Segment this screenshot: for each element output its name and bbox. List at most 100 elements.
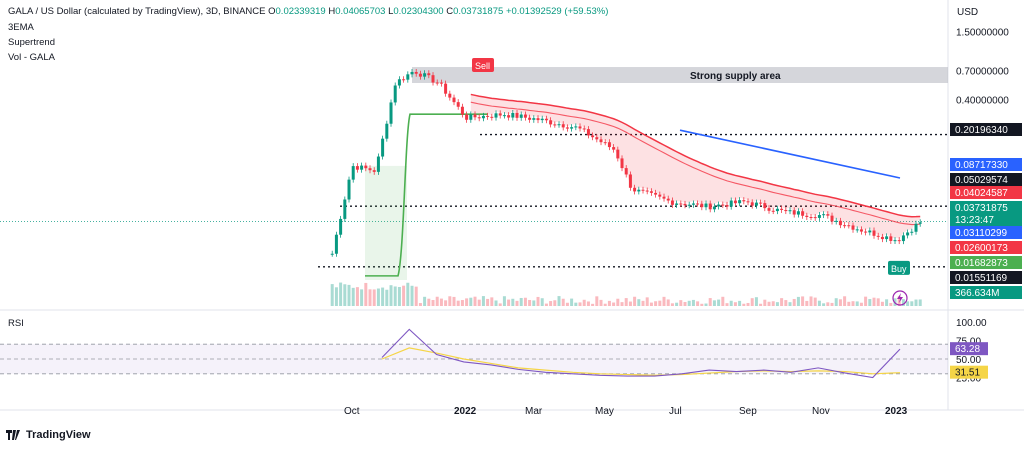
candle-body	[645, 190, 649, 192]
volume-bar	[536, 296, 540, 306]
candle-body	[553, 124, 557, 126]
chart-header: GALA / US Dollar (calculated by TradingV…	[8, 6, 608, 17]
volume-bar	[662, 296, 666, 306]
price-label-bg-6	[950, 226, 1022, 239]
rsi-y-tick-3: 25.00	[956, 374, 981, 385]
price-label-bg-7	[950, 241, 1022, 254]
candle-body	[490, 116, 494, 118]
volume-bar	[355, 287, 359, 306]
sell-tag-label: Sell	[475, 61, 490, 71]
volume-bar	[864, 296, 868, 306]
candle-body	[460, 106, 464, 115]
candle-body	[473, 114, 477, 118]
candle-body	[851, 225, 855, 230]
rsi-label[interactable]: RSI	[8, 318, 24, 329]
volume-bar	[666, 299, 670, 306]
candle-body	[343, 199, 347, 219]
volume-bar	[477, 299, 481, 306]
candle-body	[914, 223, 918, 232]
candle-body	[465, 114, 469, 120]
candle-body	[662, 196, 666, 199]
volume-bar	[654, 301, 658, 306]
candle-body	[494, 113, 498, 118]
candle-body	[796, 211, 800, 215]
x-tick-2: Mar	[525, 406, 543, 417]
buy-tag-label: Buy	[891, 264, 907, 274]
candle-body	[603, 142, 607, 144]
candle-body	[792, 210, 796, 215]
volume-bar	[767, 301, 771, 306]
volume-bar	[859, 302, 863, 306]
candle-body	[633, 187, 637, 192]
candle-body	[897, 240, 901, 242]
candle-body	[477, 117, 481, 119]
ohlc-high: H0.04065703	[328, 6, 386, 17]
volume-bar	[641, 300, 645, 306]
volume-bar	[339, 282, 343, 306]
supply-zone-label: Strong supply area	[690, 71, 781, 82]
candle-body	[502, 115, 506, 117]
candle-body	[889, 236, 893, 241]
price-label-9: 0.01551169	[955, 273, 1008, 284]
volume-bar	[435, 296, 439, 306]
volume-bar	[826, 302, 830, 306]
volume-bar	[914, 299, 918, 306]
candle-body	[620, 158, 624, 169]
candle-body	[880, 236, 884, 240]
candle-body	[767, 208, 771, 211]
volume-bar	[544, 303, 548, 306]
candle-body	[872, 230, 876, 236]
volume-bar	[683, 301, 687, 306]
candle-body	[469, 114, 473, 120]
volume-bar	[570, 298, 574, 306]
volume-bar	[754, 297, 758, 306]
candle-body	[809, 217, 813, 219]
volume-bar	[376, 288, 380, 306]
volume-bar	[578, 302, 582, 306]
candle-body	[393, 85, 397, 103]
candle-body	[616, 149, 620, 159]
volume-bar	[805, 300, 809, 306]
price-label-5: 13:23:47	[955, 215, 994, 226]
volume-bar	[351, 287, 355, 306]
indicator-volume-label[interactable]: Vol - GALA	[8, 52, 55, 63]
candle-body	[486, 115, 490, 117]
volume-bar	[780, 298, 784, 306]
indicator-supertrend-label[interactable]: Supertrend	[8, 37, 56, 48]
candle-body	[687, 204, 691, 206]
candle-body	[418, 73, 422, 77]
candle-body	[515, 112, 519, 118]
volume-bar	[809, 296, 813, 306]
volume-bar	[439, 298, 443, 306]
candle-body	[649, 191, 653, 193]
candle-body	[864, 231, 868, 233]
volume-bar	[410, 285, 414, 306]
candle-body	[654, 192, 658, 195]
tradingview-logo[interactable]: TradingView	[6, 429, 91, 441]
candle-body	[536, 118, 540, 121]
candle-body	[381, 138, 385, 157]
volume-bar	[523, 297, 527, 306]
volume-bar	[897, 296, 901, 306]
candle-body	[733, 200, 737, 204]
candle-body	[725, 204, 729, 207]
price-label-0: 0.20196340	[955, 125, 1008, 136]
volume-bar	[502, 296, 506, 306]
indicator-3ema-label[interactable]: 3EMA	[8, 22, 34, 33]
currency-label[interactable]: USD	[957, 7, 979, 18]
candle-body	[893, 240, 897, 242]
volume-bar	[906, 301, 910, 306]
rsi-ma-line	[381, 347, 901, 376]
x-tick-7: 2023	[885, 406, 908, 417]
price-label-3: 0.04024587	[955, 188, 1008, 199]
volume-bar	[515, 300, 519, 306]
price-label-8: 0.01682873	[955, 258, 1008, 269]
volume-bar	[633, 296, 637, 306]
volume-bar	[507, 299, 511, 306]
volume-bar	[481, 296, 485, 306]
volume-bar	[607, 300, 611, 306]
volume-bar	[696, 301, 700, 306]
volume-bar	[784, 300, 788, 306]
candle-body	[595, 137, 599, 140]
